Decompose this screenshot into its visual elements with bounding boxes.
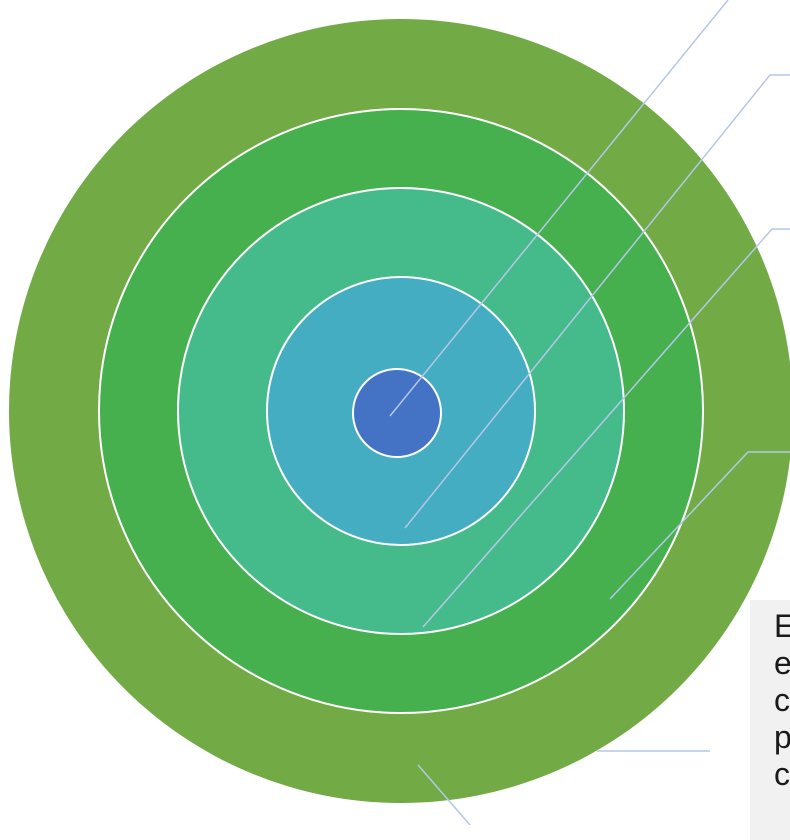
- ring-core: [352, 368, 442, 458]
- leader-line-outer-b: [417, 764, 471, 825]
- callout-line-2: e: [774, 645, 790, 681]
- leader-line-core: [389, 0, 729, 417]
- callout-text-box: E e c p c: [750, 600, 790, 840]
- callout-line-1: E: [774, 608, 790, 644]
- leader-line-ring-2: [609, 451, 790, 600]
- callout-line-5: c: [774, 756, 790, 792]
- leader-line-ring-3: [422, 228, 790, 628]
- leader-line-ring-4: [404, 74, 790, 529]
- callout-line-3: c: [774, 682, 790, 718]
- callout-line-4: p: [774, 719, 790, 755]
